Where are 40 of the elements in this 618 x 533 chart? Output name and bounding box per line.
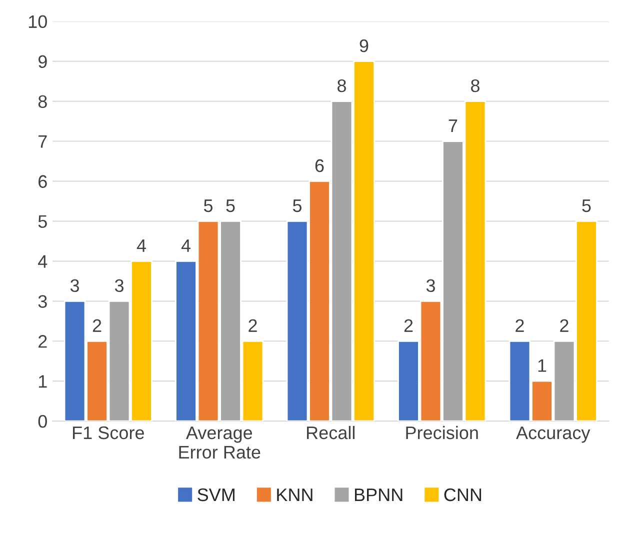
y-tick-label: 6: [38, 175, 47, 188]
x-tick-label: F1 Score: [73, 426, 144, 440]
data-label: 8: [338, 79, 346, 92]
data-label: 7: [448, 120, 458, 132]
y-tick-label: 2: [38, 335, 47, 348]
y-tick-label: 5: [38, 215, 47, 228]
data-label: 2: [92, 319, 102, 332]
x-tick-label: Average Error Rate: [179, 426, 260, 459]
y-tick-label: 4: [38, 255, 48, 268]
y-tick-label: 9: [38, 55, 47, 68]
data-label: 3: [114, 279, 124, 292]
y-tick-label: 0: [38, 415, 47, 428]
y-tick-label: 1: [39, 375, 47, 388]
y-tick-label: 10: [28, 15, 47, 28]
data-label: 4: [181, 239, 191, 252]
data-label: 3: [70, 279, 80, 292]
data-label: 6: [315, 159, 324, 172]
legend-label: SVM: [198, 488, 234, 502]
data-label: 2: [248, 319, 257, 332]
data-label: 5: [292, 199, 302, 212]
x-tick-label: Precision: [406, 426, 478, 440]
data-label: 1: [538, 359, 546, 372]
legend-label: KNN: [277, 488, 312, 502]
legend-label: CNN: [444, 488, 482, 502]
data-label: 2: [404, 319, 413, 332]
y-tick-label: 3: [38, 295, 47, 308]
data-label: 5: [582, 199, 591, 212]
y-tick-label: 7: [38, 135, 47, 148]
data-label: 2: [516, 319, 524, 332]
data-label: 8: [471, 79, 480, 92]
legend-label: BPNN: [354, 488, 402, 502]
data-label: 5: [204, 199, 213, 212]
y-tick-label: 8: [38, 95, 47, 108]
data-label: 5: [226, 199, 235, 212]
data-label: 4: [136, 239, 146, 252]
x-tick-label: Accuracy: [516, 426, 590, 443]
data-label: 3: [426, 279, 435, 292]
x-tick-label: Recall: [307, 426, 355, 440]
data-label: 2: [560, 319, 568, 332]
data-label: 9: [360, 39, 368, 52]
